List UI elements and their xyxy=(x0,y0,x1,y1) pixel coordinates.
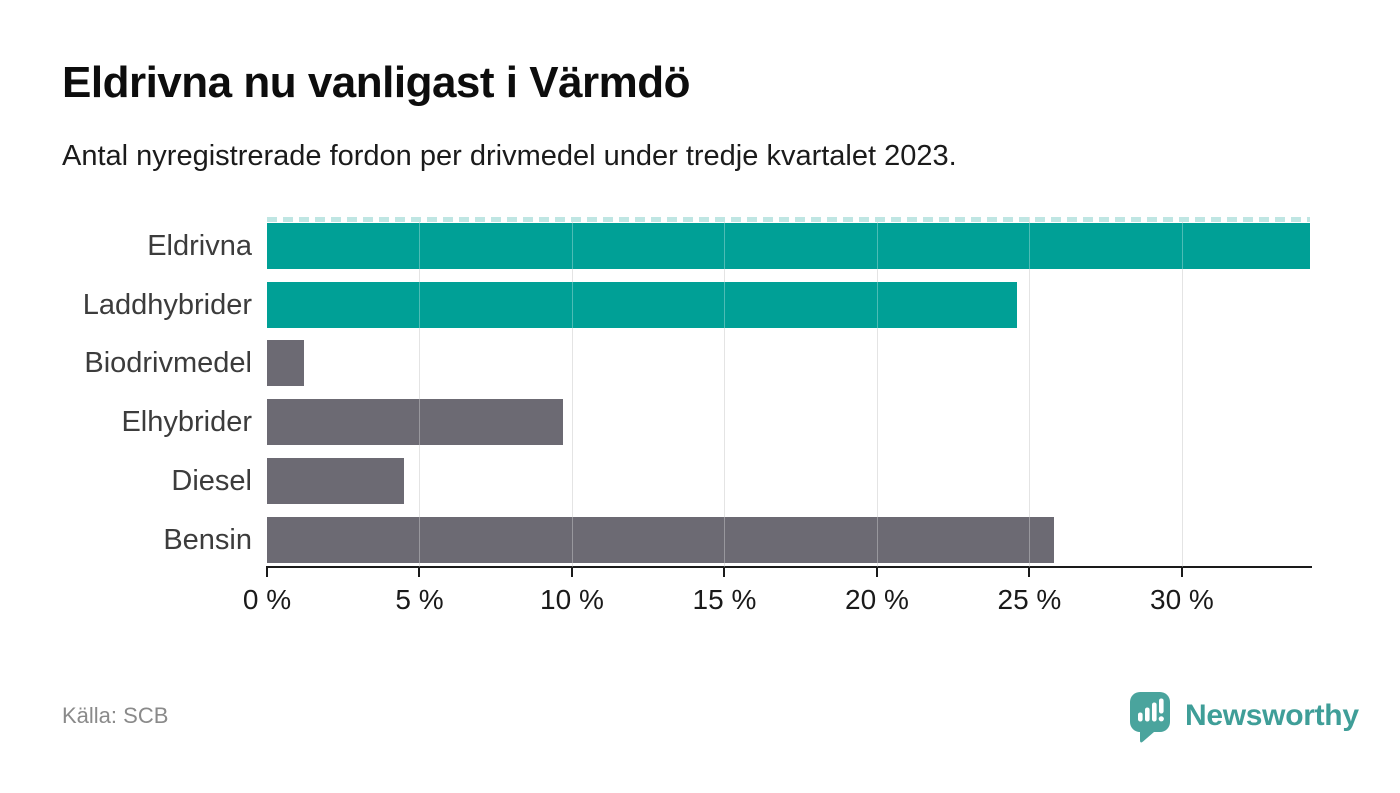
chart-subtitle: Antal nyregistrerade fordon per drivmede… xyxy=(62,140,957,172)
logo-exclamation-stem xyxy=(1159,698,1164,713)
gridline xyxy=(724,217,726,567)
chart-title: Eldrivna nu vanligast i Värmdö xyxy=(62,58,691,107)
newsworthy-wordmark: Newsworthy xyxy=(1185,699,1359,732)
bar-laddhybrider xyxy=(267,281,1018,328)
gridline-overlay xyxy=(876,217,878,567)
logo-bar-small xyxy=(1138,712,1143,721)
category-label: Elhybrider xyxy=(121,406,252,439)
x-axis-tick-label: 15 % xyxy=(692,584,757,615)
newsworthy-logo: Newsworthy xyxy=(1128,688,1359,744)
category-label: Diesel xyxy=(171,464,252,497)
gridline-overlay xyxy=(419,217,421,567)
x-axis-tick xyxy=(570,568,573,577)
x-axis-tick-label: 5 % xyxy=(395,584,444,615)
newsworthy-logo-icon xyxy=(1130,691,1170,742)
gridline-overlay xyxy=(571,217,573,567)
logo-exclamation-dot xyxy=(1158,715,1164,721)
gridline xyxy=(571,217,573,567)
gridline-overlay xyxy=(724,217,726,567)
plot-area xyxy=(267,217,1310,567)
x-axis-tick xyxy=(266,568,268,577)
logo-bar-tall xyxy=(1152,702,1157,721)
axis-truncation-dashes xyxy=(267,217,1310,222)
x-axis-tick-label: 10 % xyxy=(540,584,604,615)
bar-elhybrider xyxy=(267,399,563,446)
bar-eldrivna xyxy=(267,223,1310,269)
x-axis-tick-label: 20 % xyxy=(845,584,909,615)
x-axis-tick xyxy=(418,568,421,577)
x-axis-tick xyxy=(1180,568,1183,577)
x-axis-tick-label: 0 % xyxy=(242,584,292,615)
x-axis-tick xyxy=(1028,568,1031,577)
bar-bensin xyxy=(267,516,1054,563)
x-axis-tick-label: 30 % xyxy=(1149,584,1214,615)
category-label: Eldrivna xyxy=(147,230,252,262)
category-label: Bensin xyxy=(163,523,252,556)
x-axis-tick-label: 25 % xyxy=(997,584,1062,615)
source-label: Källa: SCB xyxy=(62,703,169,728)
gridline xyxy=(419,217,421,567)
gridline xyxy=(1029,217,1031,567)
bar-diesel xyxy=(267,457,405,504)
gridline-overlay xyxy=(1181,217,1183,567)
x-axis-tick xyxy=(875,568,878,577)
x-axis-line xyxy=(266,566,1312,568)
bar-biodrivmedel xyxy=(267,340,304,387)
category-label: Laddhybrider xyxy=(82,288,252,321)
logo-bar-medium xyxy=(1145,707,1150,721)
x-axis-tick xyxy=(723,568,726,577)
gridline-overlay xyxy=(1029,217,1031,567)
gridline xyxy=(1181,217,1183,567)
category-label: Biodrivmedel xyxy=(84,347,252,380)
gridline xyxy=(876,217,878,567)
